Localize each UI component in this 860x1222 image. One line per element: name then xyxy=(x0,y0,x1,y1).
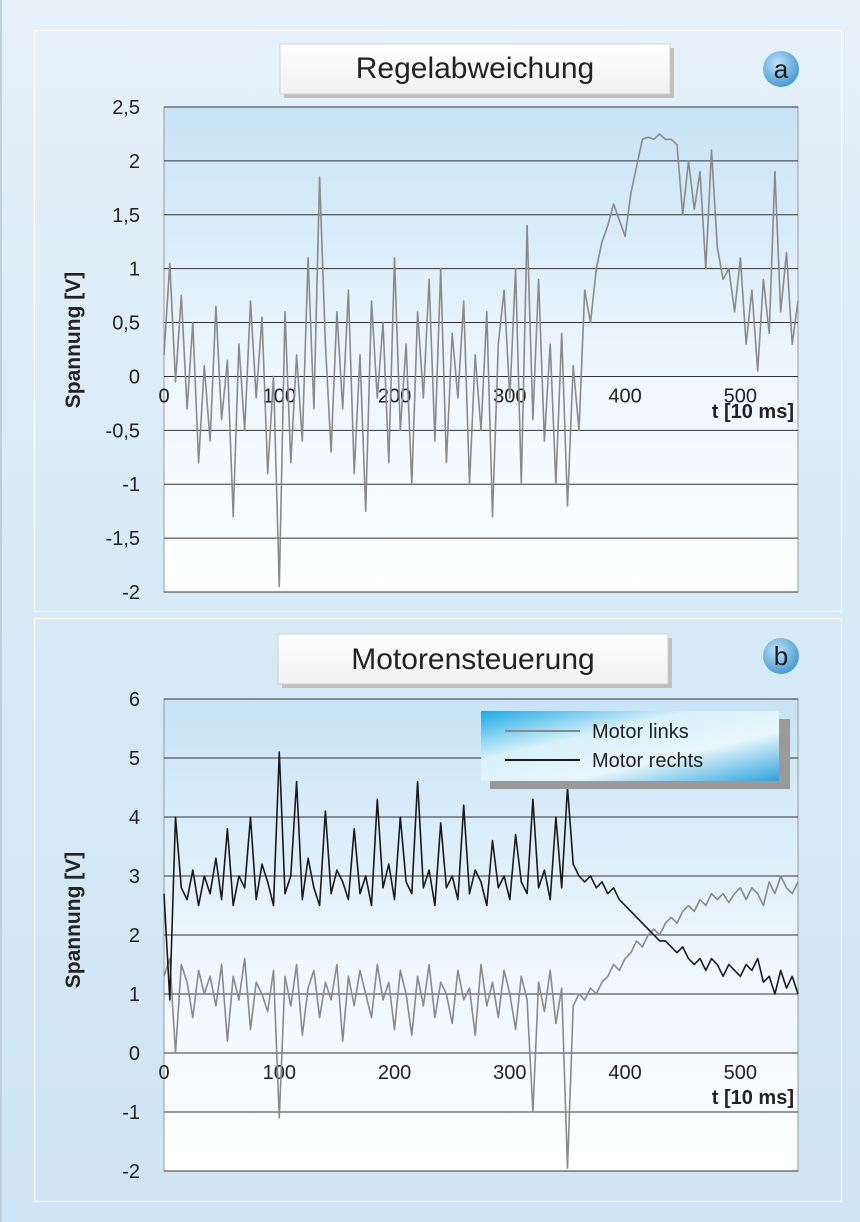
y-tick-label: -0,5 xyxy=(106,420,140,442)
y-tick-label: 0,5 xyxy=(112,313,140,335)
chart-b-y-tick-labels: 6 5 4 3 2 1 0 -1 -2 xyxy=(122,689,140,1183)
chart-b-series xyxy=(163,751,799,1169)
chart-b-x-axis-label: t [10 ms] xyxy=(712,1087,794,1109)
x-tick-label: 300 xyxy=(493,1062,526,1084)
chart-a: 2,521,510,50-0,5-1-1,5-2 0 100 200 300 400 50… xyxy=(62,43,799,604)
chart-b-title-box xyxy=(277,633,669,685)
y-tick-label: 2 xyxy=(129,925,140,947)
legend-label-motor-rechts: Motor rechts xyxy=(592,750,703,772)
panel-b-badge xyxy=(763,638,799,674)
x-tick-label: 100 xyxy=(263,385,296,407)
chart-a-x-axis-label: t [10 ms] xyxy=(712,401,794,423)
chart-panel-b xyxy=(34,618,842,1202)
y-tick-label: 1 xyxy=(129,984,140,1006)
chart-a-title-box-front xyxy=(279,43,671,95)
chart-a-title: Regelabweichung xyxy=(356,52,595,85)
y-tick-label: 0 xyxy=(129,366,140,388)
panel-a-badge-label: a xyxy=(774,54,789,84)
legend-label-motor-links: Motor links xyxy=(592,721,689,743)
x-tick-label: 400 xyxy=(608,1062,641,1084)
chart-b-title: Motorensteuerung xyxy=(351,643,595,676)
series-line-motor-links xyxy=(163,875,799,1169)
series-line-motor-rechts xyxy=(163,751,799,1001)
y-tick-label: 2 xyxy=(129,151,140,173)
y-tick-label: -1 xyxy=(122,1102,140,1124)
y-tick-label: -2 xyxy=(122,1161,140,1183)
x-tick-label: 0 xyxy=(158,1062,169,1084)
y-tick-label: -1 xyxy=(122,474,140,496)
y-tick-label: 2,5 xyxy=(112,97,140,119)
chart-b: 6 5 4 3 2 1 0 -1 -2 0 100 200 300 400 500 Motorensteu… xyxy=(62,633,799,1183)
y-tick-label: 4 xyxy=(129,807,140,829)
y-tick-label: 1 xyxy=(129,259,140,281)
x-tick-label: 200 xyxy=(378,385,411,407)
x-tick-label: 500 xyxy=(724,1062,757,1084)
y-tick-label: 5 xyxy=(129,748,140,770)
legend-box xyxy=(481,711,779,781)
chart-a-y-tick-labels: 2,5 2 1,5 1 0,5 0 -0,5 -1 -1,5 -2 xyxy=(106,97,140,604)
y-tick-label: 6 xyxy=(129,689,140,711)
x-tick-label: 100 xyxy=(263,1062,296,1084)
series-line-a-0 xyxy=(163,133,799,588)
chart-a-y-axis-label: Spannung [V] xyxy=(62,272,85,408)
x-tick-label: 400 xyxy=(608,385,641,407)
y-tick-label: -1,5 xyxy=(106,528,140,550)
chart-a-series xyxy=(163,133,799,588)
y-tick-label: 0 xyxy=(129,1043,140,1065)
panel-a-badge xyxy=(763,51,799,87)
x-tick-label: 0 xyxy=(158,385,169,407)
y-tick-label: 3 xyxy=(129,866,140,888)
chart-panel-a xyxy=(34,30,842,612)
chart-b-legend: Motor links Motor rechts xyxy=(481,711,790,789)
y-tick-label: -2 xyxy=(122,582,140,604)
chart-b-x-tick-labels: 0 100 200 300 400 500 xyxy=(158,1062,757,1084)
panel-b-badge-label: b xyxy=(774,641,788,671)
x-tick-label: 500 xyxy=(724,385,757,407)
x-tick-label: 200 xyxy=(378,1062,411,1084)
chart-b-y-axis-label: Spannung [V] xyxy=(62,852,85,988)
y-tick-label: 1,5 xyxy=(112,205,140,227)
